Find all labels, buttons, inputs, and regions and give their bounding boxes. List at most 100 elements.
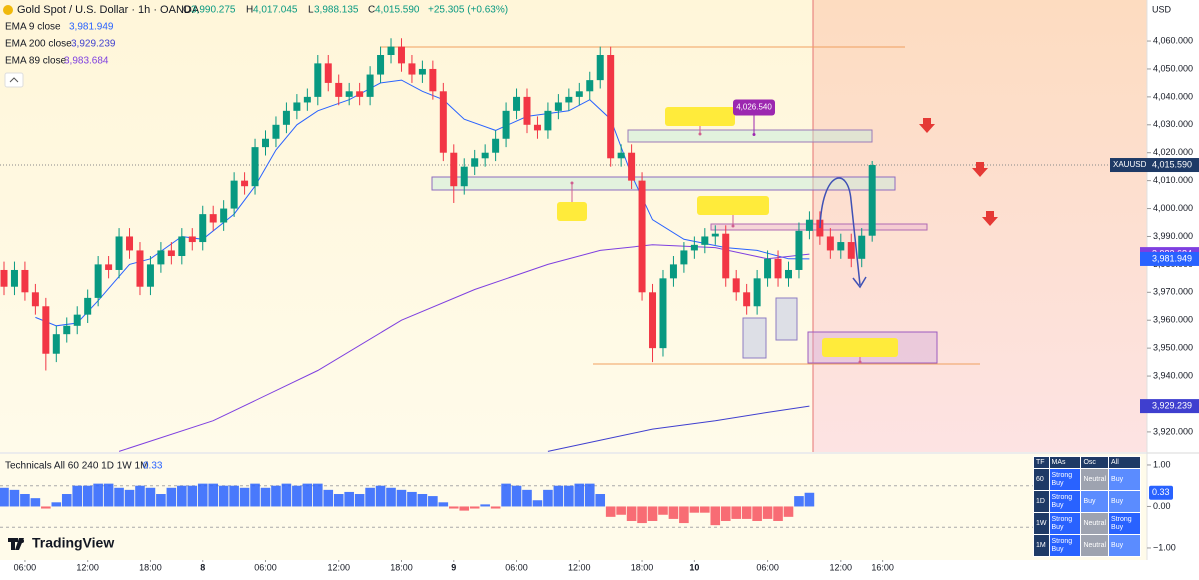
label-box xyxy=(665,107,735,126)
panel-background xyxy=(0,454,1147,560)
candle-body xyxy=(209,214,217,223)
x-tick-label: 12:00 xyxy=(568,562,591,572)
bar xyxy=(145,487,156,507)
candle-body xyxy=(42,306,50,354)
candle-body xyxy=(826,236,834,251)
ema-line xyxy=(547,405,810,452)
candle-body xyxy=(554,102,562,111)
supply-zone-box xyxy=(627,129,873,143)
candle-body xyxy=(21,269,29,293)
bar xyxy=(229,485,239,507)
legend-name: EMA 89 close xyxy=(5,56,67,67)
table-cell: Buy xyxy=(1080,490,1110,513)
candle-body xyxy=(387,46,395,55)
bar xyxy=(511,485,522,507)
bar xyxy=(208,483,218,507)
candle-body xyxy=(743,292,751,307)
bar xyxy=(783,506,794,517)
bar xyxy=(344,491,354,507)
bar xyxy=(459,506,470,511)
bar xyxy=(114,487,124,507)
candle-body xyxy=(105,264,113,270)
bar xyxy=(668,506,679,519)
legend-value: 3,981.949 xyxy=(69,22,114,33)
candle-body xyxy=(774,258,782,279)
candle-body xyxy=(188,236,196,243)
bar xyxy=(30,498,41,507)
bar xyxy=(313,483,323,507)
candle-body xyxy=(251,147,259,187)
bar xyxy=(72,485,83,507)
bar xyxy=(490,506,501,509)
table-row: TF MAs Osc All xyxy=(1033,456,1141,469)
bar xyxy=(396,489,407,507)
ohlc-value: 3,988.135 xyxy=(314,5,359,16)
candle-body xyxy=(481,152,489,159)
bar xyxy=(741,506,752,519)
bar xyxy=(20,494,30,507)
candle-body xyxy=(805,219,813,231)
table-cell: TF xyxy=(1033,456,1050,469)
candle-body xyxy=(377,54,385,75)
candle-body xyxy=(816,219,824,237)
bar xyxy=(135,485,145,507)
candle-body xyxy=(722,233,730,279)
axis-price-text: 3,981.949 xyxy=(1152,253,1192,263)
table-cell: Neutral xyxy=(1080,534,1110,557)
candle-body xyxy=(220,208,228,223)
candle-body xyxy=(544,110,552,131)
y-tick-label: 4,040.000 xyxy=(1153,91,1193,101)
candle-body xyxy=(471,158,479,167)
bar xyxy=(218,485,229,507)
legend-name: EMA 9 close xyxy=(5,22,61,33)
label-dot xyxy=(858,360,862,364)
label-box xyxy=(822,338,898,357)
bar xyxy=(731,506,741,519)
brand-logo-dot xyxy=(20,539,24,543)
x-tick-label: 18:00 xyxy=(390,562,413,572)
bar xyxy=(271,485,281,507)
x-tick-label: 10 xyxy=(689,562,699,572)
collapse-icon xyxy=(9,77,19,83)
table-cell: Buy xyxy=(1108,468,1141,491)
y-tick-label: 4,010.000 xyxy=(1153,175,1193,185)
bar xyxy=(260,487,271,507)
collapse-button[interactable] xyxy=(4,72,24,88)
candle-body xyxy=(126,236,134,251)
table-row: 1M Strong Buy Neutral Buy xyxy=(1033,534,1141,557)
ohlc-letter: L xyxy=(308,5,314,16)
bos-zone-box xyxy=(431,176,896,191)
legend-value: 3,929.239 xyxy=(71,39,116,50)
candle-body xyxy=(732,278,740,293)
axis-price-tag xyxy=(1140,251,1199,266)
axis-symbol: XAUUSD xyxy=(1113,160,1147,169)
price-tag xyxy=(733,99,775,116)
candle-body xyxy=(115,236,123,270)
bar xyxy=(428,496,438,507)
label-box xyxy=(697,196,769,215)
bar xyxy=(773,506,783,521)
x-tick-label: 06:00 xyxy=(14,562,37,572)
x-tick-label: 06:00 xyxy=(505,562,528,572)
ema-line xyxy=(118,244,810,452)
x-tick-label: 06:00 xyxy=(756,562,779,572)
candle-body xyxy=(523,96,531,125)
table-cell: 60 xyxy=(1033,468,1050,491)
legend-value: 3,983.684 xyxy=(64,56,109,67)
candle-body xyxy=(241,180,249,187)
bar xyxy=(354,494,365,507)
bar xyxy=(689,506,700,513)
bar xyxy=(250,483,260,507)
x-tick-label: 12:00 xyxy=(327,562,350,572)
table-cell: 1W xyxy=(1033,512,1050,535)
bar xyxy=(124,489,135,507)
candle-body xyxy=(157,250,165,265)
candle-body xyxy=(136,250,144,287)
table-row: 1W Strong Buy Neutral Strong Buy xyxy=(1033,512,1141,535)
bar xyxy=(187,485,198,507)
y-tick-label: 3,950.000 xyxy=(1153,343,1193,353)
currency-label: USD xyxy=(1152,4,1172,14)
bar xyxy=(61,494,72,507)
y-tick-label: 3,960.000 xyxy=(1153,315,1193,325)
